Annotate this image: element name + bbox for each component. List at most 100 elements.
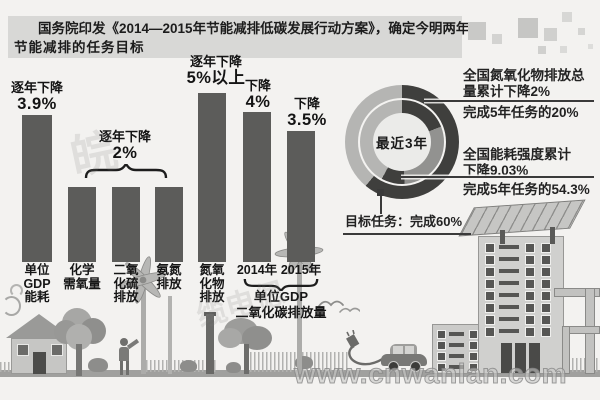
building-window <box>449 331 464 336</box>
building-window <box>499 257 519 261</box>
watermark-site-url: www.cnwanlan.com <box>293 358 568 390</box>
co2-group-label-line1: 单位GDP <box>253 289 309 304</box>
charging-plug-icon <box>346 330 385 366</box>
building-window <box>541 303 551 313</box>
building-short <box>432 324 480 374</box>
building-window <box>437 363 446 372</box>
bar-category-label-1: 化学 需氧量 <box>63 263 101 291</box>
tree-trunk <box>244 344 249 374</box>
bar-category-label-2: 二氧 化硫 排放 <box>113 263 139 304</box>
building-window <box>485 243 495 253</box>
annotation-energy-line1: 全国能耗强度累计 <box>463 147 571 162</box>
building-window <box>525 315 535 325</box>
annotation-nox-result: 完成5年任务的20% <box>463 105 579 120</box>
title-line-1: 国务院印发《2014—2015年节能减排低碳发展行动方案》，确定今明两年 <box>38 21 470 36</box>
annotation-nox-line2: 量累计下降2% <box>463 84 551 99</box>
building-window <box>541 327 551 337</box>
birds-icon <box>318 300 360 313</box>
bar-nh3n <box>155 187 183 262</box>
bar-nox <box>198 93 226 262</box>
building-window <box>499 329 519 333</box>
house-door <box>33 352 46 374</box>
car-wheel <box>388 361 399 372</box>
building-window <box>541 279 551 289</box>
building-window <box>485 255 495 265</box>
bar-value-label-1: 逐年下降 2% <box>98 129 151 162</box>
building-window <box>499 269 519 273</box>
bar-value-label-4: 下降 3.5% <box>287 96 327 129</box>
bush-icon <box>88 358 108 372</box>
person-illustration <box>115 338 141 376</box>
title-bar: 国务院印发《2014—2015年节能减排低碳发展行动方案》，确定今明两年 节能减… <box>8 16 470 58</box>
bar-value-label-3: 下降 4% <box>244 78 271 111</box>
bush-icon <box>180 360 197 372</box>
building-window <box>449 364 464 369</box>
leader-line-nox <box>424 100 594 102</box>
building-window <box>499 293 519 297</box>
target-task-label: 目标任务：完成60% <box>345 214 463 229</box>
building-window <box>485 267 495 277</box>
target-leader-line <box>380 193 382 214</box>
solar-panel-icon <box>458 199 586 237</box>
annotation-nox-line1: 全国氮氧化物排放总 <box>463 68 585 83</box>
building-window <box>437 330 446 339</box>
tree-illustration <box>218 318 280 376</box>
building-window <box>525 291 535 301</box>
building-window <box>525 267 535 277</box>
pipe <box>562 326 570 374</box>
building-window <box>499 305 519 309</box>
brace-2pct-group <box>84 164 168 178</box>
bar-unit-gdp-energy <box>22 115 52 262</box>
turbine-pole <box>168 296 172 374</box>
bar-category-label-0: 单位 GDP 能耗 <box>23 263 51 304</box>
bar-cod <box>68 187 96 262</box>
building-window <box>485 303 495 313</box>
building-window <box>485 327 495 337</box>
building-window <box>485 291 495 301</box>
building-window <box>499 245 519 249</box>
house-window <box>17 344 29 356</box>
title-line-2: 节能减排的任务目标 <box>14 40 145 55</box>
donut-center-label: 最近3年 <box>373 113 431 171</box>
building-window <box>541 243 551 253</box>
solar-panel-post <box>550 227 555 244</box>
building-door <box>529 343 540 373</box>
bar-category-label-5: 2014年 <box>236 263 278 277</box>
building-door <box>501 343 512 373</box>
bar-value-label-2: 逐年下降 5%以上 <box>186 54 246 87</box>
building-window <box>499 281 519 285</box>
chimney-stack <box>206 314 214 374</box>
annotation-energy-line2: 下降9.03% <box>463 163 529 178</box>
target-underline <box>343 233 471 235</box>
building-window <box>525 303 535 313</box>
car-wheel <box>410 361 421 372</box>
bar-category-label-6: 2015年 <box>280 263 322 277</box>
bar-y2014 <box>243 112 271 262</box>
bar-category-label-4: 氮氧 化物 排放 <box>199 263 225 304</box>
bar-value-label-0: 逐年下降 3.9% <box>10 80 63 113</box>
car-window <box>393 346 403 354</box>
target-leader-tip <box>377 189 384 196</box>
bush-icon <box>226 362 241 373</box>
building-window <box>525 243 535 253</box>
brace-co2-group <box>243 279 319 291</box>
building-tall <box>478 236 564 374</box>
building-window <box>525 255 535 265</box>
solar-panel-post <box>500 230 505 244</box>
chimney-smoke-icon <box>2 296 21 316</box>
turbine-pole <box>141 278 146 374</box>
building-window <box>541 315 551 325</box>
co2-group-label-line2: 二氧化碳排放量 <box>235 305 327 320</box>
tree-illustration <box>54 302 110 376</box>
building-window <box>541 255 551 265</box>
turbine-pole <box>297 252 302 374</box>
house-window <box>51 344 63 356</box>
building-window <box>525 327 535 337</box>
chimney-smoke-icon <box>10 284 23 297</box>
building-window <box>541 267 551 277</box>
bar-category-label-3: 氨氮 排放 <box>156 263 182 291</box>
building-window <box>437 341 446 350</box>
building-window <box>541 291 551 301</box>
leader-line-energy <box>401 176 594 178</box>
